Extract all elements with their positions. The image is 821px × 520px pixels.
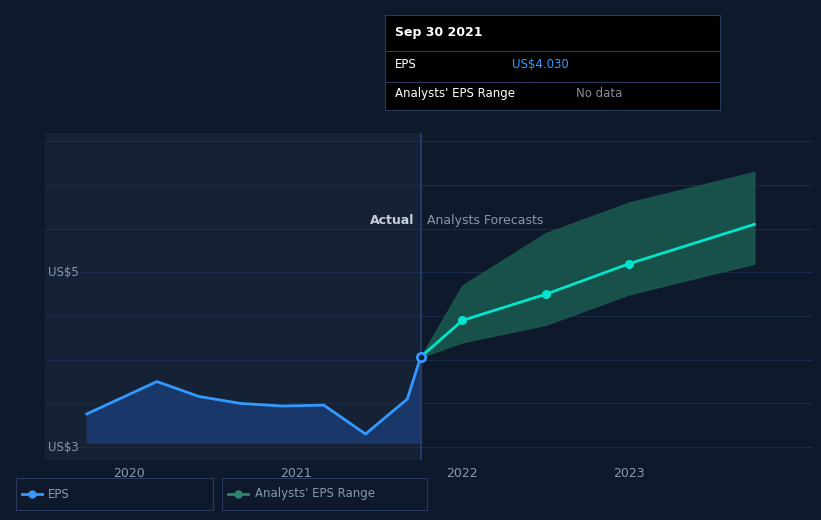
Text: Analysts Forecasts: Analysts Forecasts (427, 214, 544, 227)
Text: Analysts' EPS Range: Analysts' EPS Range (255, 488, 374, 500)
Text: US$5: US$5 (48, 266, 80, 279)
Text: Actual: Actual (369, 214, 414, 227)
Text: EPS: EPS (395, 58, 417, 71)
Text: Sep 30 2021: Sep 30 2021 (395, 27, 483, 40)
Text: EPS: EPS (48, 488, 70, 500)
Bar (45, 133, 420, 460)
Text: No data: No data (576, 87, 622, 100)
Text: US$4.030: US$4.030 (512, 58, 569, 71)
Text: Analysts' EPS Range: Analysts' EPS Range (395, 87, 515, 100)
Text: US$3: US$3 (48, 440, 80, 453)
